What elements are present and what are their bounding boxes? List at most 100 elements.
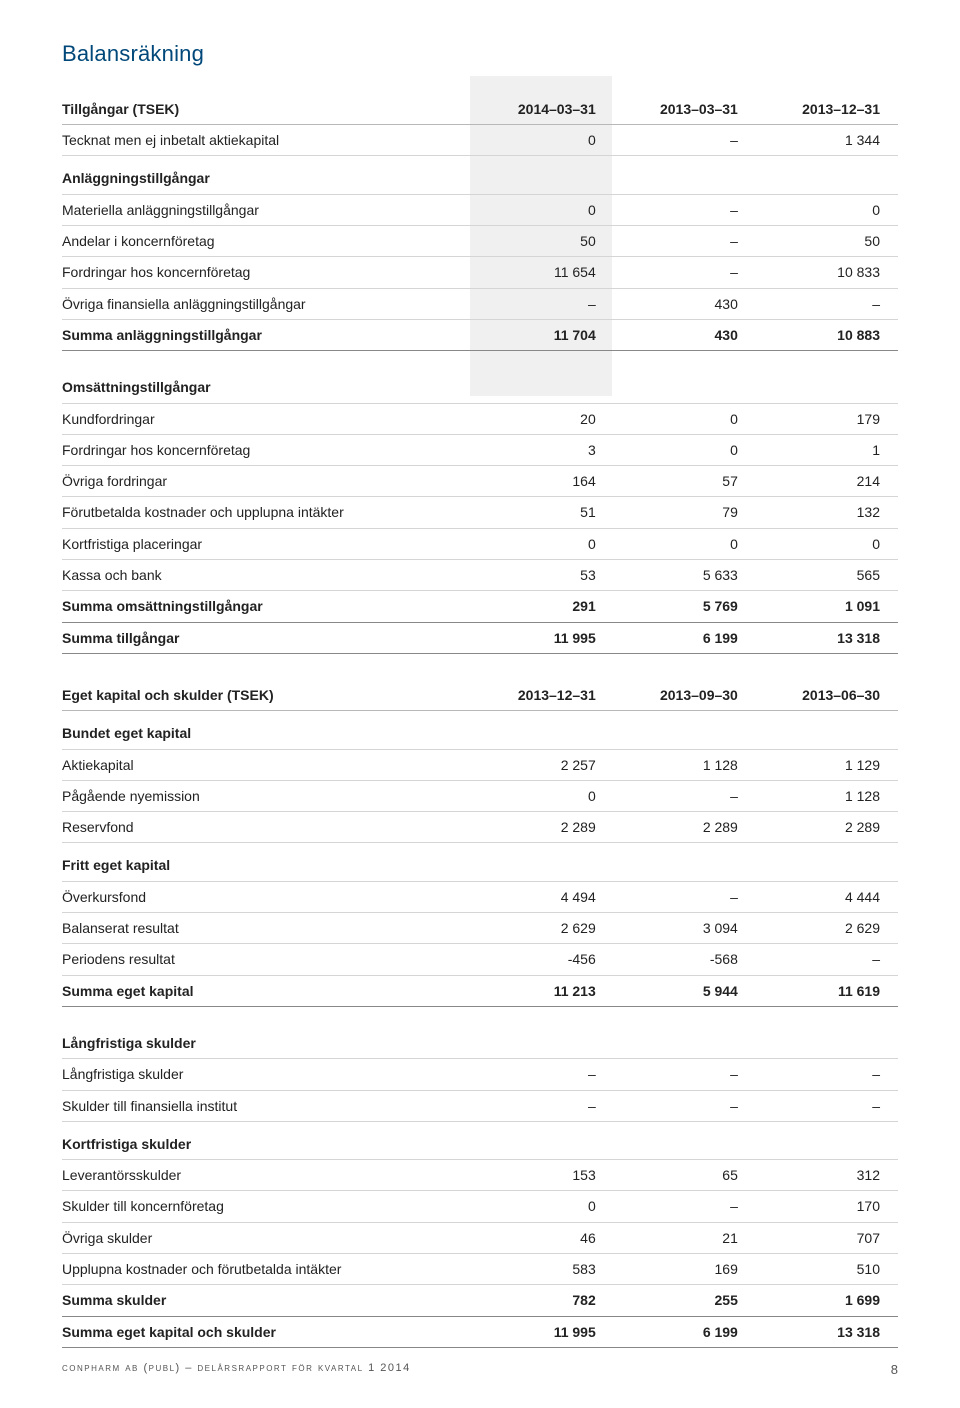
table-row: Aktiekapital2 2571 1281 129 bbox=[62, 749, 898, 780]
row-value: 21 bbox=[614, 1222, 756, 1253]
row-value: 11 995 bbox=[472, 1316, 614, 1347]
row-value: 53 bbox=[472, 560, 614, 591]
row-value: 5 769 bbox=[614, 591, 756, 622]
row-value: 1 344 bbox=[756, 125, 898, 156]
row-value: 2 289 bbox=[756, 812, 898, 843]
row-label: Aktiekapital bbox=[62, 749, 472, 780]
row-label: Överkursfond bbox=[62, 881, 472, 912]
row-value: 0 bbox=[472, 780, 614, 811]
row-label: Summa eget kapital och skulder bbox=[62, 1316, 472, 1347]
table-row: Upplupna kostnader och förutbetalda intä… bbox=[62, 1253, 898, 1284]
row-label: Reservfond bbox=[62, 812, 472, 843]
row-value: 57 bbox=[614, 466, 756, 497]
row-label: Andelar i koncernföretag bbox=[62, 226, 472, 257]
footer-text: conpharm ab (publ) – delårsrapport för k… bbox=[62, 1361, 411, 1380]
row-value: 13 318 bbox=[756, 1316, 898, 1347]
table-row: Övriga skulder4621707 bbox=[62, 1222, 898, 1253]
row-value: 79 bbox=[614, 497, 756, 528]
col-period: 2013–12–31 bbox=[756, 94, 898, 125]
row-value: 153 bbox=[472, 1160, 614, 1191]
row-label: Pågående nyemission bbox=[62, 780, 472, 811]
row-value: – bbox=[614, 1191, 756, 1222]
table-row: Leverantörsskulder15365312 bbox=[62, 1160, 898, 1191]
row-label: Kundfordringar bbox=[62, 403, 472, 434]
row-label: Summa omsättningstillgångar bbox=[62, 591, 472, 622]
row-value: 51 bbox=[472, 497, 614, 528]
row-value: 11 704 bbox=[472, 319, 614, 350]
row-value bbox=[614, 843, 756, 881]
col-period: 2013–12–31 bbox=[472, 680, 614, 711]
row-label: Materiella anläggningstillgångar bbox=[62, 194, 472, 225]
row-label: Förutbetalda kostnader och upplupna intä… bbox=[62, 497, 472, 528]
row-value: 3 bbox=[472, 434, 614, 465]
col-period: 2013–09–30 bbox=[614, 680, 756, 711]
col-period: 2013–03–31 bbox=[614, 94, 756, 125]
row-value: – bbox=[614, 257, 756, 288]
row-value: 0 bbox=[756, 194, 898, 225]
table-row: Summa tillgångar11 9956 19913 318 bbox=[62, 622, 898, 653]
table-row: Tecknat men ej inbetalt aktiekapital0–1 … bbox=[62, 125, 898, 156]
row-label: Bundet eget kapital bbox=[62, 711, 472, 749]
row-value: 565 bbox=[756, 560, 898, 591]
row-value: – bbox=[756, 1090, 898, 1121]
table-row: Periodens resultat-456-568– bbox=[62, 944, 898, 975]
row-value: 0 bbox=[756, 528, 898, 559]
row-value: 0 bbox=[614, 434, 756, 465]
table-row: Summa eget kapital11 2135 94411 619 bbox=[62, 975, 898, 1006]
table-row: Fritt eget kapital bbox=[62, 843, 898, 881]
table-row bbox=[62, 351, 898, 366]
col-period: 2013–06–30 bbox=[756, 680, 898, 711]
equity-table: Eget kapital och skulder (TSEK)2013–12–3… bbox=[62, 680, 898, 1348]
row-label: Fordringar hos koncernföretag bbox=[62, 257, 472, 288]
row-value bbox=[614, 1121, 756, 1159]
col-label: Eget kapital och skulder (TSEK) bbox=[62, 680, 472, 711]
row-value bbox=[614, 365, 756, 403]
assets-table: Tillgångar (TSEK)2014–03–312013–03–31201… bbox=[62, 94, 898, 654]
row-value: – bbox=[614, 881, 756, 912]
row-value: 179 bbox=[756, 403, 898, 434]
row-value: 11 995 bbox=[472, 622, 614, 653]
page-footer: conpharm ab (publ) – delårsrapport för k… bbox=[62, 1361, 898, 1380]
row-label: Skulder till koncernföretag bbox=[62, 1191, 472, 1222]
row-value: 65 bbox=[614, 1160, 756, 1191]
row-value: 1 699 bbox=[756, 1285, 898, 1316]
row-value: – bbox=[756, 288, 898, 319]
row-value: 1 bbox=[756, 434, 898, 465]
row-value: 13 318 bbox=[756, 622, 898, 653]
row-value: 0 bbox=[614, 528, 756, 559]
row-label: Leverantörsskulder bbox=[62, 1160, 472, 1191]
row-value bbox=[472, 711, 614, 749]
row-value: 583 bbox=[472, 1253, 614, 1284]
table-row: Reservfond2 2892 2892 289 bbox=[62, 812, 898, 843]
row-value bbox=[756, 843, 898, 881]
table-row: Summa skulder7822551 699 bbox=[62, 1285, 898, 1316]
table-row: Kortfristiga placeringar000 bbox=[62, 528, 898, 559]
table-row: Skulder till finansiella institut––– bbox=[62, 1090, 898, 1121]
table-row: Övriga fordringar16457214 bbox=[62, 466, 898, 497]
row-value: 0 bbox=[472, 125, 614, 156]
row-value bbox=[472, 365, 614, 403]
row-value: 2 289 bbox=[472, 812, 614, 843]
row-label: Upplupna kostnader och förutbetalda intä… bbox=[62, 1253, 472, 1284]
row-value: -456 bbox=[472, 944, 614, 975]
table-row: Fordringar hos koncernföretag11 654–10 8… bbox=[62, 257, 898, 288]
row-value: 3 094 bbox=[614, 913, 756, 944]
row-value: 164 bbox=[472, 466, 614, 497]
row-label: Långfristiga skulder bbox=[62, 1021, 472, 1059]
row-value: – bbox=[614, 1059, 756, 1090]
table-row: Skulder till koncernföretag0–170 bbox=[62, 1191, 898, 1222]
col-label: Tillgångar (TSEK) bbox=[62, 94, 472, 125]
row-label: Skulder till finansiella institut bbox=[62, 1090, 472, 1121]
row-value: 1 129 bbox=[756, 749, 898, 780]
table-row: Summa anläggningstillgångar11 70443010 8… bbox=[62, 319, 898, 350]
table-row: Kundfordringar200179 bbox=[62, 403, 898, 434]
row-value bbox=[756, 711, 898, 749]
row-value: 430 bbox=[614, 288, 756, 319]
row-value: 510 bbox=[756, 1253, 898, 1284]
row-value bbox=[472, 1121, 614, 1159]
table-row: Pågående nyemission0–1 128 bbox=[62, 780, 898, 811]
row-value: – bbox=[614, 226, 756, 257]
row-label: Övriga skulder bbox=[62, 1222, 472, 1253]
table-row: Kassa och bank535 633565 bbox=[62, 560, 898, 591]
row-value bbox=[756, 1121, 898, 1159]
